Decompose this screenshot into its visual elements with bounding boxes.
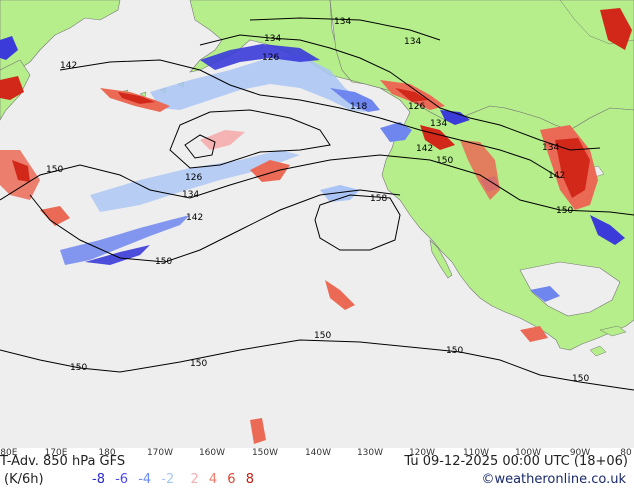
- lon-label: 170W: [146, 448, 174, 458]
- contour-label: 158: [370, 194, 387, 204]
- contour-label: 126: [408, 102, 425, 112]
- legend-value: 2: [190, 472, 199, 487]
- contour-label: 150: [70, 363, 87, 373]
- contour-label: 150: [436, 156, 453, 166]
- credit-link[interactable]: ©weatheronline.co.uk: [481, 472, 626, 487]
- land-baja: [429, 239, 453, 279]
- contour-label: 134: [334, 17, 351, 27]
- contour-label: 134: [430, 119, 447, 129]
- contour-label: 126: [262, 53, 279, 63]
- lon-label: 180: [98, 448, 116, 458]
- contour-label: 142: [60, 61, 77, 71]
- lon-label: 150W: [251, 448, 279, 458]
- contour-label: 134: [264, 34, 281, 44]
- warm-advection-areas: [0, 8, 632, 444]
- legend-value: -2: [161, 472, 175, 487]
- contour-label: 150: [556, 206, 573, 216]
- contour-label: 142: [416, 144, 433, 154]
- legend-value: 8: [245, 472, 254, 487]
- contour-labels: 134 134 134 126 142 118 126 134 142 150 …: [46, 17, 589, 384]
- contour-label: 134: [542, 143, 559, 153]
- lon-label: 120W: [408, 448, 436, 458]
- contour-label: 150: [446, 346, 463, 356]
- legend-value: -8: [92, 472, 105, 487]
- caribbean-islands: [589, 325, 627, 357]
- legend-value: -4: [138, 472, 152, 487]
- contour-label: 134: [404, 37, 421, 47]
- gulf-of-mexico: [519, 261, 621, 317]
- lon-label: 140W: [304, 448, 332, 458]
- contour-label: 142: [186, 213, 203, 223]
- lon-label: 130W: [356, 448, 384, 458]
- lon-label: 160W: [198, 448, 226, 458]
- contour-label: 134: [182, 190, 199, 200]
- footer-area: [0, 448, 634, 490]
- lon-label: 90W: [569, 448, 591, 458]
- contour-label: 150: [572, 374, 589, 384]
- legend: -8 -6 -4 -2 2 4 6 8: [92, 472, 260, 487]
- lon-label: 80: [620, 448, 632, 458]
- contour-label: 150: [155, 257, 172, 267]
- weather-map: 134 134 134 126 142 118 126 134 142 150 …: [0, 0, 634, 448]
- legend-value: 6: [227, 472, 236, 487]
- map-title: T-Adv. 850 hPa GFS: [0, 454, 126, 469]
- lon-label: 180E: [0, 448, 18, 458]
- legend-value: -6: [115, 472, 129, 487]
- contour-label: 150: [190, 359, 207, 369]
- contour-label: 142: [548, 171, 565, 181]
- contour-label: 126: [185, 173, 202, 183]
- contour-label: 150: [314, 331, 331, 341]
- lon-label: 100W: [514, 448, 542, 458]
- cold-advection-areas: [0, 36, 625, 302]
- units-label: (K/6h): [4, 472, 44, 487]
- lon-label: 170E: [44, 448, 68, 458]
- contour-label: 118: [350, 102, 367, 112]
- contour-label: 150: [46, 165, 63, 175]
- longitude-axis: 180E 170E 180 170W 160W 150W 140W 130W 1…: [0, 448, 634, 458]
- valid-datetime: Tu 09-12-2025 00:00 UTC (18+06): [404, 454, 628, 469]
- geopotential-contours: [0, 17, 634, 391]
- legend-value: 4: [208, 472, 218, 487]
- lon-label: 110W: [462, 448, 490, 458]
